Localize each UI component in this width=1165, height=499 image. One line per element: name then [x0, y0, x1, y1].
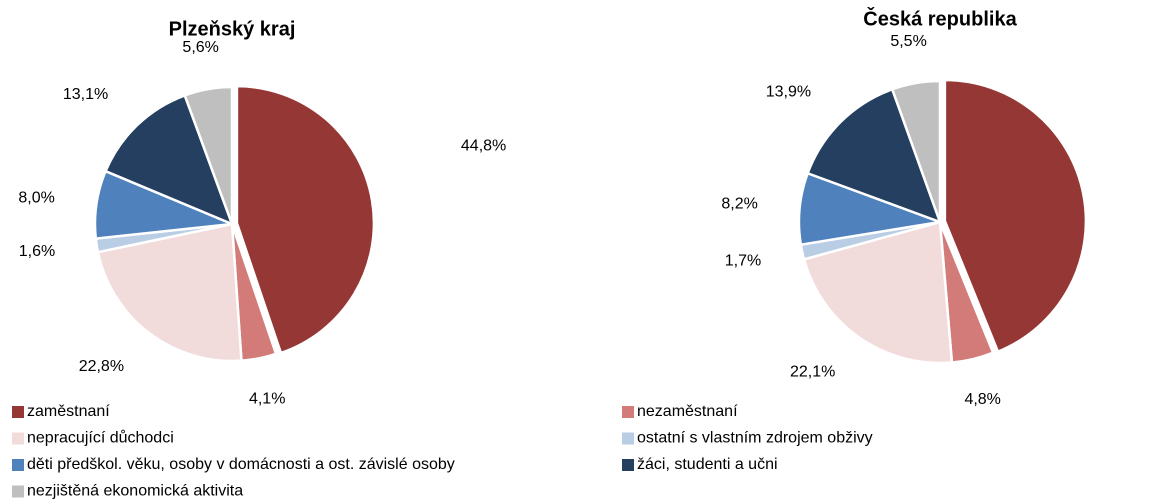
legend-label: ostatní s vlastním zdrojem obživy	[637, 430, 873, 447]
legend-swatch	[12, 485, 24, 498]
legend-label: nezjištěná ekonomická aktivita	[27, 483, 243, 499]
legend-label: zaměstnaní	[27, 403, 110, 420]
data-label: 5,5%	[890, 33, 926, 50]
data-label: 4,1%	[249, 391, 285, 408]
chart-title: Plzeňský kraj	[169, 18, 296, 40]
data-label: 13,1%	[63, 86, 108, 103]
legend-swatch	[12, 459, 24, 471]
data-label: 5,6%	[182, 39, 218, 56]
legend-label: nepracující důchodci	[27, 429, 174, 447]
pie-slice	[183, 85, 234, 225]
pie-slice	[890, 79, 942, 223]
legend-swatch	[622, 459, 634, 471]
pie-slice	[806, 87, 943, 225]
pie-slice	[943, 78, 1088, 354]
data-label: 1,6%	[19, 243, 55, 260]
legend-swatch	[12, 432, 24, 445]
legend-label: děti předškol. věku, osoby v domácnosti …	[27, 456, 455, 473]
data-label: 22,8%	[79, 358, 124, 375]
legend-swatch	[12, 406, 24, 418]
pie-slice	[802, 220, 954, 365]
data-label: 4,8%	[964, 391, 1000, 408]
legend-swatch	[622, 432, 634, 445]
pie-slice	[103, 93, 235, 227]
pie-slice	[96, 222, 243, 363]
data-label: 22,1%	[790, 363, 835, 380]
data-label: 8,0%	[18, 189, 54, 206]
chart-title: Česká republika	[863, 6, 1017, 30]
data-label: 1,7%	[725, 252, 761, 269]
data-label: 44,8%	[461, 137, 506, 154]
data-label: 13,9%	[766, 83, 811, 100]
legend-swatch	[622, 406, 634, 418]
pie-slice	[235, 84, 376, 355]
data-label: 8,2%	[721, 196, 757, 213]
legend-label: nezaměstnaní	[637, 403, 738, 420]
legend-label: žáci, studenti a učni	[637, 456, 778, 473]
